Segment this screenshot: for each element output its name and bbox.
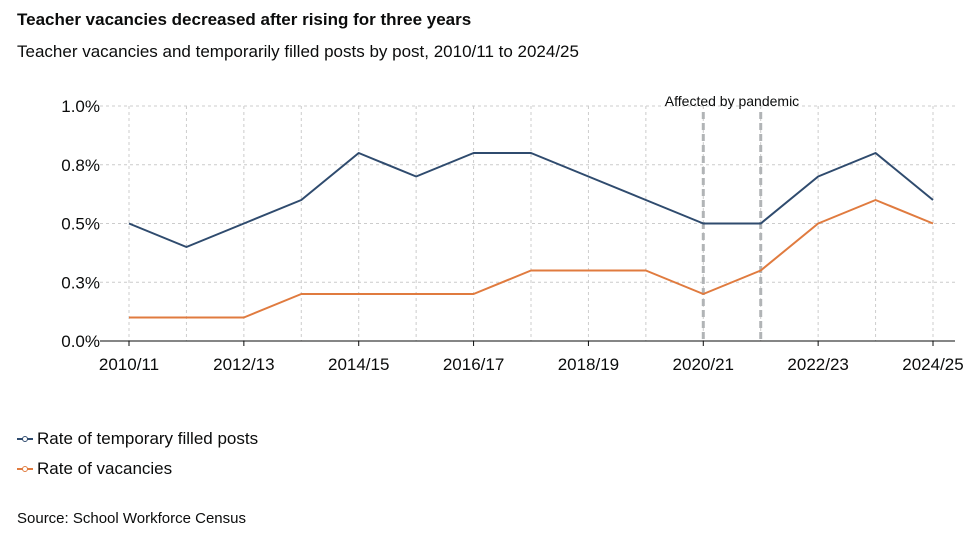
x-tick-label: 2018/19 <box>558 355 619 374</box>
x-tick-label: 2020/21 <box>673 355 734 374</box>
y-tick-label: 0.3% <box>61 273 100 292</box>
line-chart: Affected by pandemic 0.0% 0.3% 0.5% 0.8% 1.0… <box>61 93 963 374</box>
legend-label-temporary: Rate of temporary filled posts <box>37 429 259 448</box>
series-lines <box>128 152 934 319</box>
x-tick-label: 2022/23 <box>787 355 848 374</box>
y-tick-label: 0.8% <box>61 156 100 175</box>
legend-swatch-temporary <box>17 434 33 444</box>
y-tick-label: 1.0% <box>61 97 100 116</box>
legend-label-vacancies: Rate of vacancies <box>37 459 173 478</box>
legend-item-temporary[interactable]: Rate of temporary filled posts <box>17 424 258 454</box>
x-tick-label: 2016/17 <box>443 355 504 374</box>
legend: Rate of temporary filled posts Rate of v… <box>17 424 258 484</box>
source-note: Source: School Workforce Census <box>17 510 246 527</box>
pandemic-annotation-label: Affected by pandemic <box>665 93 799 109</box>
x-tick-label: 2024/25 <box>902 355 963 374</box>
chart-subtitle: Teacher vacancies and temporarily filled… <box>17 42 579 61</box>
grid-lines <box>100 105 955 341</box>
legend-swatch-vacancies <box>17 464 33 474</box>
pandemic-annotation: Affected by pandemic <box>665 93 799 341</box>
chart-title: Teacher vacancies decreased after rising… <box>17 10 472 29</box>
axes: 0.0% 0.3% 0.5% 0.8% 1.0% 2010/11 2012/13 2014/1… <box>61 97 963 374</box>
x-tick-label: 2014/15 <box>328 355 389 374</box>
x-tick-label: 2012/13 <box>213 355 274 374</box>
y-tick-label: 0.0% <box>61 332 100 351</box>
x-tick-label: 2010/11 <box>99 355 159 374</box>
y-tick-label: 0.5% <box>61 215 100 234</box>
legend-item-vacancies[interactable]: Rate of vacancies <box>17 454 258 484</box>
